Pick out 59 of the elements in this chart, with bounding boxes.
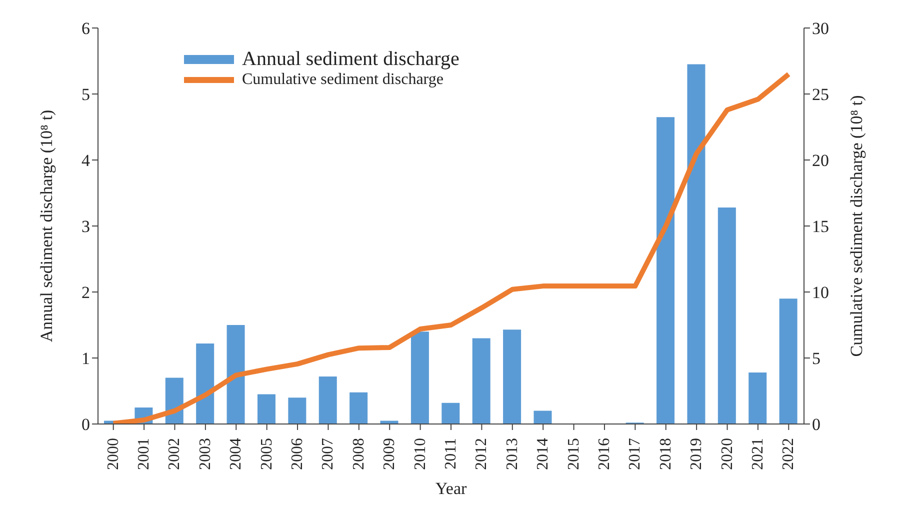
x-tick-label: 2003 xyxy=(196,438,214,470)
x-tick-label: 2013 xyxy=(504,438,521,470)
bar xyxy=(748,372,767,424)
bar xyxy=(196,343,214,424)
y2-tick-label: 30 xyxy=(812,19,829,38)
y-tick-label: 3 xyxy=(82,217,90,236)
bar xyxy=(257,394,276,424)
x-tick-label: 2014 xyxy=(534,438,552,470)
bar xyxy=(687,64,706,424)
bar xyxy=(534,410,552,424)
y2-tick-label: 15 xyxy=(812,217,829,236)
x-tick-label: 2006 xyxy=(289,438,306,470)
y-axis-title: Annual sediment discharge (10⁸ t) xyxy=(37,110,56,342)
bar xyxy=(442,402,460,424)
x-tick-label: 2004 xyxy=(228,438,245,470)
y-tick-label: 5 xyxy=(82,85,90,104)
bar xyxy=(318,376,337,424)
x-tick-label: 2017 xyxy=(626,438,644,470)
x-tick-label: 2021 xyxy=(749,438,766,470)
y2-tick-label: 5 xyxy=(812,349,820,368)
bar xyxy=(656,117,675,424)
x-tick-label: 2010 xyxy=(412,438,429,470)
bar xyxy=(503,330,522,424)
x-tick-label: 2015 xyxy=(565,438,582,470)
bar xyxy=(350,392,368,424)
bar xyxy=(779,298,798,424)
x-tick-label: 2009 xyxy=(381,438,398,470)
x-tick-label: 2001 xyxy=(136,438,153,470)
y-tick-label: 6 xyxy=(82,19,90,38)
y-tick-label: 2 xyxy=(82,283,90,302)
y-tick-label: 0 xyxy=(82,415,90,434)
bar xyxy=(410,332,429,424)
x-tick-label: 2005 xyxy=(258,438,276,470)
y2-axis-title: Cumulative sediment discharge (10⁸ t) xyxy=(847,95,866,357)
bar xyxy=(226,325,245,424)
x-tick-label: 2008 xyxy=(350,438,368,470)
y2-tick-label: 25 xyxy=(812,85,829,104)
bar xyxy=(472,338,490,424)
x-tick-label: 2016 xyxy=(596,438,613,470)
y-tick-label: 4 xyxy=(82,151,90,170)
x-tick-label: 2020 xyxy=(718,438,736,470)
y2-tick-label: 10 xyxy=(812,283,829,302)
legend-label: Annual sediment discharge xyxy=(242,48,460,71)
x-axis-title: Year xyxy=(435,479,467,498)
x-tick-label: 2022 xyxy=(780,438,798,470)
x-tick-label: 2000 xyxy=(104,438,122,470)
y-tick-label: 1 xyxy=(82,349,90,368)
x-tick-label: 2002 xyxy=(166,438,184,470)
x-tick-label: 2012 xyxy=(473,438,490,470)
x-tick-label: 2011 xyxy=(442,438,460,470)
legend-label: Cumulative sediment discharge xyxy=(242,71,444,89)
bar xyxy=(288,398,306,424)
y2-tick-label: 20 xyxy=(812,151,829,170)
y2-tick-label: 0 xyxy=(812,415,820,434)
x-tick-label: 2019 xyxy=(688,438,706,470)
bar xyxy=(380,420,398,424)
x-tick-label: 2007 xyxy=(320,438,337,470)
x-tick-label: 2018 xyxy=(657,438,674,470)
bar xyxy=(718,208,736,424)
